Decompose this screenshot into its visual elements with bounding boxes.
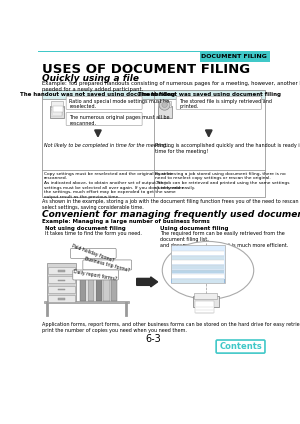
Text: The handout was not saved using document filing: The handout was not saved using document…: [20, 92, 175, 97]
Text: Example: Managing a large number of business forms: Example: Managing a large number of busi…: [42, 219, 210, 224]
Text: Application forms, report forms, and other business forms can be stored on the h: Application forms, report forms, and oth…: [42, 322, 300, 333]
Text: It takes time to find the form you need.: It takes time to find the form you need.: [45, 231, 142, 236]
Bar: [103, 278, 109, 301]
Bar: [58, 271, 64, 272]
Text: By retrieving a job stored using document filing, there is no
need to reselect c: By retrieving a job stored using documen…: [155, 172, 290, 190]
Bar: [50, 106, 64, 118]
FancyBboxPatch shape: [66, 96, 142, 109]
Text: Ratio and special mode settings must be
reselected.: Ratio and special mode settings must be …: [69, 99, 170, 109]
Bar: [172, 256, 224, 259]
Text: USES OF DOCUMENT FILING: USES OF DOCUMENT FILING: [42, 63, 250, 76]
Text: Not likely to be completed in time for the meeting...: Not likely to be completed in time for t…: [44, 143, 170, 148]
Text: Printing is accomplished quickly and the handout is ready in
time for the meetin: Printing is accomplished quickly and the…: [155, 143, 300, 154]
Bar: [80, 278, 86, 301]
Bar: [172, 270, 224, 273]
Bar: [111, 278, 117, 301]
Text: Business trip forms?: Business trip forms?: [84, 257, 130, 273]
Text: The stored file is simply retrieved and
printed.: The stored file is simply retrieved and …: [179, 99, 272, 109]
FancyBboxPatch shape: [216, 340, 265, 353]
Text: The required form can be easily retrieved from the
document filing list,
and doc: The required form can be easily retrieve…: [160, 231, 288, 248]
Bar: [200, 51, 270, 61]
Text: 6-3: 6-3: [146, 334, 162, 344]
Bar: [195, 301, 214, 313]
Bar: [171, 279, 225, 283]
Text: The numerous original pages must all be
rescanned.: The numerous original pages must all be …: [69, 115, 170, 126]
Bar: [172, 274, 224, 278]
Text: Example: You prepared handouts consisting of numerous pages for a meeting, howev: Example: You prepared handouts consistin…: [42, 81, 300, 92]
Text: As shown in the example, storing a job with the document filing function frees y: As shown in the example, storing a job w…: [42, 199, 300, 210]
Bar: [58, 279, 64, 281]
Bar: [194, 293, 217, 299]
Bar: [38, 51, 270, 53]
Bar: [193, 296, 219, 307]
Text: Paid holiday forms?: Paid holiday forms?: [71, 243, 115, 263]
Bar: [154, 90, 266, 99]
FancyBboxPatch shape: [70, 248, 116, 258]
Bar: [52, 106, 63, 112]
Bar: [172, 279, 224, 283]
Bar: [172, 260, 224, 264]
Text: The handout was saved using document filing: The handout was saved using document fil…: [138, 92, 281, 97]
Bar: [44, 301, 129, 304]
Bar: [52, 107, 62, 113]
Bar: [48, 286, 75, 293]
Ellipse shape: [162, 241, 254, 299]
Bar: [48, 276, 75, 283]
Bar: [47, 262, 76, 301]
Circle shape: [162, 102, 167, 107]
Bar: [158, 101, 171, 107]
Bar: [172, 265, 224, 269]
Bar: [42, 90, 266, 197]
Bar: [58, 289, 64, 290]
Bar: [52, 109, 62, 115]
Bar: [52, 110, 61, 116]
Bar: [158, 106, 172, 118]
FancyBboxPatch shape: [73, 270, 118, 280]
Bar: [51, 101, 63, 107]
Bar: [58, 298, 64, 300]
FancyBboxPatch shape: [176, 96, 262, 109]
Text: Copy settings must be reselected and the original must be
rescanned.
As indicate: Copy settings must be reselected and the…: [44, 172, 183, 199]
Text: Using document filing: Using document filing: [160, 226, 229, 231]
Bar: [88, 278, 94, 301]
Bar: [48, 267, 75, 274]
Text: Convenient for managing frequently used documents: Convenient for managing frequently used …: [42, 210, 300, 219]
Circle shape: [159, 99, 170, 110]
Text: Not using document filing: Not using document filing: [45, 226, 126, 231]
Bar: [171, 245, 225, 283]
FancyBboxPatch shape: [66, 112, 142, 126]
Text: Contents: Contents: [219, 342, 262, 351]
Bar: [96, 278, 102, 301]
Bar: [172, 251, 224, 255]
Text: DOCUMENT FILING: DOCUMENT FILING: [201, 54, 267, 59]
FancyArrow shape: [137, 277, 158, 287]
Bar: [42, 90, 154, 99]
FancyBboxPatch shape: [83, 260, 132, 270]
Text: Daily report forms?: Daily report forms?: [74, 269, 118, 281]
Text: Quickly using a file: Quickly using a file: [42, 74, 139, 83]
Bar: [48, 295, 75, 302]
